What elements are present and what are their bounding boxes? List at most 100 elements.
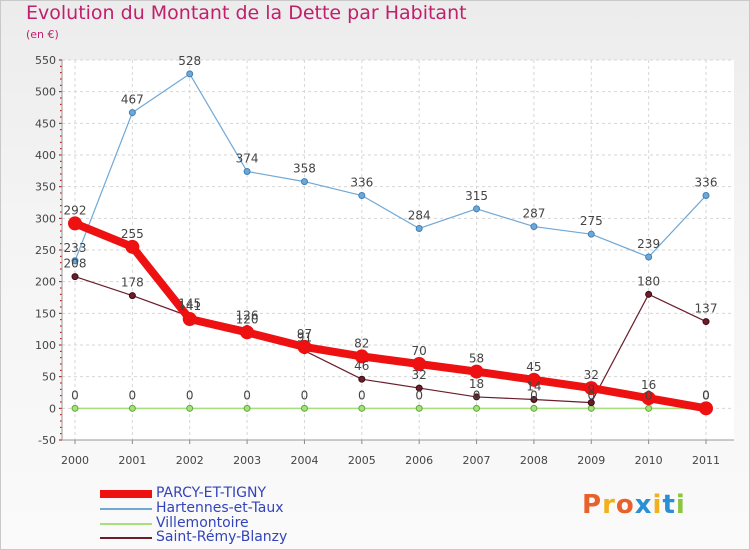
logo-letter: t <box>662 490 676 520</box>
legend-label-parcy-et-tigny: PARCY-ET-TIGNY <box>156 485 267 501</box>
x-tick-label: 2000 <box>61 454 89 467</box>
data-point-parcy-et-tigny <box>125 239 140 254</box>
data-label-villemontoire: 0 <box>186 388 194 402</box>
data-label-parcy-et-tigny: 45 <box>526 360 541 374</box>
data-point-villemontoire <box>300 404 308 412</box>
data-label-hartennes-et-taux: 239 <box>637 237 660 251</box>
data-label-parcy-et-tigny: 0 <box>702 388 710 402</box>
data-label-villemontoire: 0 <box>702 388 710 402</box>
data-point-hartennes-et-taux <box>587 230 595 238</box>
data-label-saint-remy-blanzy: 180 <box>637 274 660 288</box>
data-point-saint-remy-blanzy <box>358 375 366 383</box>
y-tick-label: -50 <box>38 434 56 447</box>
data-point-saint-remy-blanzy <box>645 290 653 298</box>
data-label-hartennes-et-taux: 233 <box>64 241 87 255</box>
data-label-parcy-et-tigny: 141 <box>178 299 201 313</box>
data-label-hartennes-et-taux: 275 <box>580 214 603 228</box>
data-label-parcy-et-tigny: 82 <box>354 336 369 350</box>
data-point-parcy-et-tigny <box>699 401 713 416</box>
data-point-parcy-et-tigny <box>182 312 197 327</box>
data-point-saint-remy-blanzy <box>71 273 79 281</box>
data-point-villemontoire <box>358 404 366 412</box>
data-label-hartennes-et-taux: 284 <box>408 208 431 222</box>
legend-swatch-saint-remy-blanzy <box>100 537 152 539</box>
data-label-saint-remy-blanzy: 14 <box>526 379 541 393</box>
y-tick-label: 500 <box>35 86 56 99</box>
data-point-hartennes-et-taux <box>702 192 710 200</box>
logo-letter: r <box>602 490 616 520</box>
data-label-parcy-et-tigny: 16 <box>641 378 656 392</box>
data-point-hartennes-et-taux <box>128 109 136 117</box>
data-label-villemontoire: 0 <box>473 388 481 402</box>
x-tick-label: 2011 <box>692 454 720 467</box>
data-label-saint-remy-blanzy: 126 <box>236 309 259 323</box>
x-tick-label: 2001 <box>118 454 146 467</box>
data-label-saint-remy-blanzy: 145 <box>178 297 201 311</box>
legend-swatch-parcy-et-tigny <box>100 490 152 498</box>
series-parcy-et-tigny <box>68 216 713 416</box>
x-tick-label: 2009 <box>577 454 605 467</box>
data-label-saint-remy-blanzy: 91 <box>297 331 312 345</box>
data-label-saint-remy-blanzy: 137 <box>695 302 718 316</box>
data-point-parcy-et-tigny <box>297 339 312 354</box>
data-point-villemontoire <box>587 404 595 412</box>
data-label-villemontoire: 0 <box>587 388 595 402</box>
data-point-saint-remy-blanzy <box>415 384 423 392</box>
data-point-parcy-et-tigny <box>354 349 369 364</box>
x-tick-label: 2007 <box>463 454 491 467</box>
y-tick-label: 100 <box>35 339 56 352</box>
data-label-villemontoire: 0 <box>71 388 79 402</box>
x-tick-label: 2008 <box>520 454 548 467</box>
logo-letter: P <box>582 490 603 520</box>
chart-subtitle: (en €) <box>26 28 59 41</box>
data-point-parcy-et-tigny <box>584 381 599 396</box>
data-label-hartennes-et-taux: 528 <box>178 54 201 68</box>
data-label-villemontoire: 0 <box>530 388 538 402</box>
data-label-villemontoire: 0 <box>243 388 251 402</box>
data-point-hartennes-et-taux <box>645 253 653 261</box>
data-point-saint-remy-blanzy <box>530 395 538 403</box>
x-tick-label: 2005 <box>348 454 376 467</box>
data-point-villemontoire <box>71 404 79 412</box>
x-tick-label: 2004 <box>290 454 318 467</box>
legend-label-hartennes-et-taux: Hartennes-et-Taux <box>156 500 284 516</box>
y-tick-label: 550 <box>35 54 56 67</box>
y-tick-label: 400 <box>35 149 56 162</box>
chart-title: Evolution du Montant de la Dette par Hab… <box>26 2 467 24</box>
data-label-villemontoire: 0 <box>645 388 653 402</box>
y-tick-label: 300 <box>35 212 56 225</box>
data-point-hartennes-et-taux <box>473 205 481 213</box>
data-label-hartennes-et-taux: 467 <box>121 93 144 107</box>
data-label-hartennes-et-taux: 336 <box>695 176 718 190</box>
data-point-parcy-et-tigny <box>240 325 255 340</box>
proxiti-logo: Proxiti <box>582 490 686 520</box>
logo-letter: x <box>634 490 653 520</box>
data-label-hartennes-et-taux: 315 <box>465 189 488 203</box>
data-label-saint-remy-blanzy: 9 <box>587 383 595 397</box>
data-label-hartennes-et-taux: 336 <box>350 176 373 190</box>
data-label-saint-remy-blanzy: 178 <box>121 276 144 290</box>
x-tick-label: 2010 <box>635 454 663 467</box>
data-point-villemontoire <box>473 404 481 412</box>
series-villemontoire <box>71 404 710 412</box>
data-label-parcy-et-tigny: 292 <box>64 203 87 217</box>
data-label-villemontoire: 0 <box>301 388 309 402</box>
series-line-parcy-et-tigny <box>73 219 707 413</box>
y-tick-label: 200 <box>35 276 56 289</box>
x-tick-label: 2006 <box>405 454 433 467</box>
data-point-villemontoire <box>243 404 251 412</box>
data-point-hartennes-et-taux <box>186 70 194 78</box>
data-point-villemontoire <box>415 404 423 412</box>
legend-swatch-villemontoire <box>100 523 152 525</box>
data-label-saint-remy-blanzy: 32 <box>412 368 427 382</box>
data-label-hartennes-et-taux: 287 <box>522 207 545 221</box>
data-label-villemontoire: 0 <box>415 388 423 402</box>
data-point-villemontoire <box>128 404 136 412</box>
data-point-parcy-et-tigny <box>641 391 656 406</box>
data-point-villemontoire <box>530 404 538 412</box>
data-label-villemontoire: 0 <box>129 388 137 402</box>
data-point-saint-remy-blanzy <box>128 292 136 300</box>
data-point-hartennes-et-taux <box>243 167 251 175</box>
data-point-parcy-et-tigny <box>68 216 82 231</box>
